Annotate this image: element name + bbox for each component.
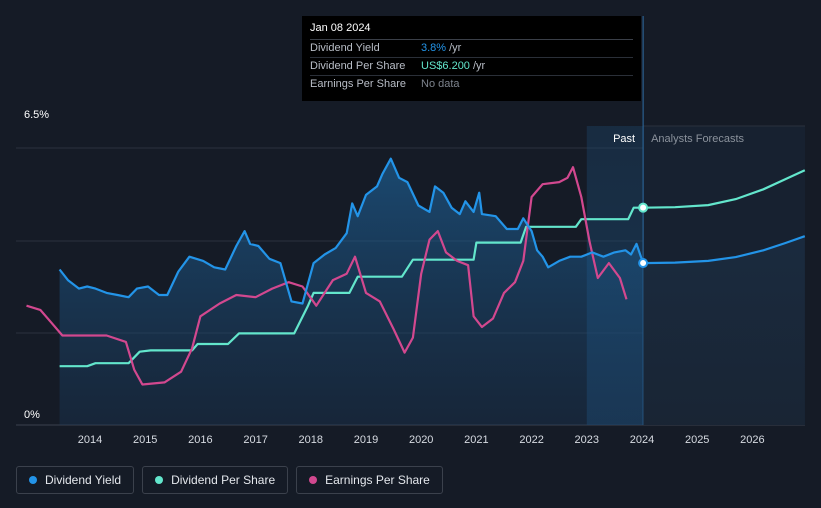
chart-tooltip: Jan 08 2024 Dividend Yield 3.8% /yr Divi… [302, 16, 641, 101]
tooltip-row-earnings-per-share: Earnings Per Share No data [310, 76, 633, 93]
x-tick-label: 2018 [299, 434, 323, 446]
x-tick-label: 2022 [519, 434, 543, 446]
tooltip-value: No data [421, 78, 460, 90]
tooltip-value: US$6.200 [421, 60, 470, 72]
legend-label: Dividend Yield [45, 473, 122, 487]
tooltip-label: Dividend Per Share [310, 60, 406, 72]
dividend-yield-forecast-line [643, 235, 806, 265]
tooltip-label: Dividend Yield [310, 42, 380, 54]
dividend-yield-forecast-area [643, 236, 805, 425]
x-tick-label: 2023 [575, 434, 599, 446]
legend-dot-icon [155, 476, 164, 484]
tooltip-row-dividend-per-share: Dividend Per Share US$6.200 /yr [310, 58, 633, 76]
x-tick-label: 2021 [464, 434, 488, 446]
x-tick-label: 2026 [740, 434, 764, 446]
tooltip-unit: /yr [449, 42, 462, 54]
legend-label: Earnings Per Share [325, 473, 430, 487]
x-tick-label: 2025 [685, 434, 709, 446]
tooltip-value: 3.8% [421, 42, 447, 54]
past-label: Past [613, 133, 635, 145]
x-tick-label: 2014 [78, 434, 102, 446]
y-axis-max-label: 6.5% [24, 109, 49, 121]
tooltip-date: Jan 08 2024 [310, 22, 633, 40]
dividend-per-share-line [59, 206, 644, 368]
dividend-per-share-marker [638, 202, 649, 213]
tooltip-row-dividend-yield: Dividend Yield 3.8% /yr [310, 40, 633, 58]
earnings-per-share-line [26, 166, 628, 386]
x-tick-label: 2017 [243, 434, 267, 446]
legend-dot-icon [309, 476, 318, 484]
x-tick-label: 2024 [630, 434, 654, 446]
y-axis-min-label: 0% [24, 409, 40, 421]
legend-earnings-per-share[interactable]: Earnings Per Share [296, 466, 443, 494]
legend-label: Dividend Per Share [171, 473, 276, 487]
dividend-yield-area [59, 158, 644, 425]
legend-dividend-per-share[interactable]: Dividend Per Share [142, 466, 289, 494]
tooltip-label: Earnings Per Share [310, 78, 406, 90]
x-tick-label: 2020 [409, 434, 433, 446]
legend-dot-icon [29, 476, 37, 484]
tooltip-unit: /yr [472, 60, 486, 72]
dividend-yield-line [58, 157, 645, 305]
forecast-label: Analysts Forecasts [651, 133, 744, 145]
chart-legend: Dividend Yield Dividend Per Share Earnin… [16, 466, 443, 494]
legend-dividend-yield[interactable]: Dividend Yield [16, 466, 135, 494]
dividend-per-share-forecast-line [643, 169, 806, 209]
x-tick-label: 2019 [354, 434, 378, 446]
dividend-yield-marker [638, 258, 649, 269]
x-tick-label: 2015 [133, 434, 157, 446]
x-tick-label: 2016 [188, 434, 212, 446]
